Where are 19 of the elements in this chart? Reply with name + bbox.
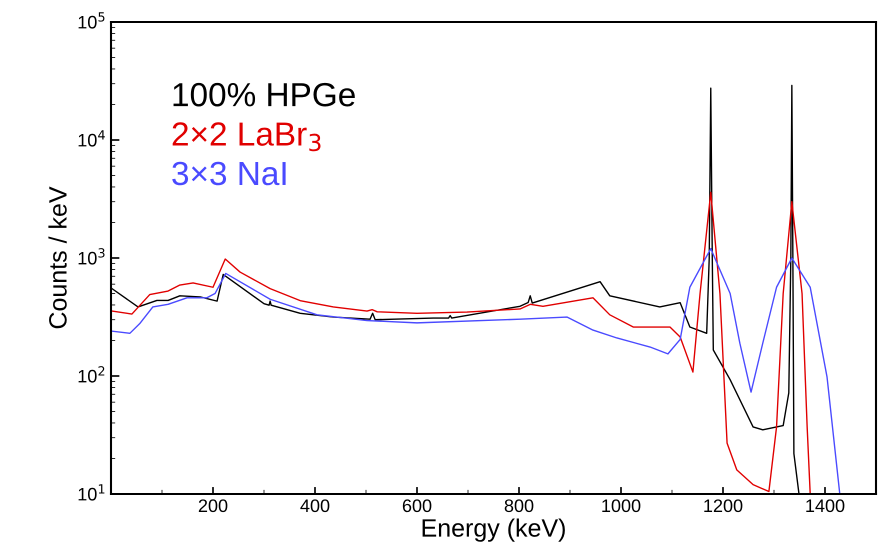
x-tick-label: 200 — [198, 499, 228, 512]
x-axis-title: Energy (keV) — [422, 518, 565, 542]
y-tick-label: 10$^{5}$ — [78, 12, 104, 29]
y-tick-label: 10$^{2}$ — [78, 366, 104, 383]
line-series — [111, 248, 840, 494]
line-series — [111, 192, 811, 494]
y-axis-title: Counts / keV — [48, 186, 67, 328]
y-tick-label: 10$^{4}$ — [78, 130, 105, 147]
x-tick-label: 400 — [300, 499, 330, 512]
text: 100% HPGe — [174, 82, 355, 106]
y-tick-label: 10$^{3}$ — [78, 248, 105, 265]
x-tick-label: 1200 — [704, 499, 742, 512]
x-tick-label: 1400 — [806, 499, 844, 512]
text: 3×3 NaI — [172, 162, 286, 186]
y-tick-label: 10$^{1}$ — [78, 484, 104, 501]
text: 2×2 LaBr$_{3}$ — [172, 122, 321, 152]
x-tick-label: 600 — [402, 499, 432, 512]
x-tick-label: 1000 — [602, 499, 640, 512]
x-tick-label: 800 — [504, 499, 534, 512]
